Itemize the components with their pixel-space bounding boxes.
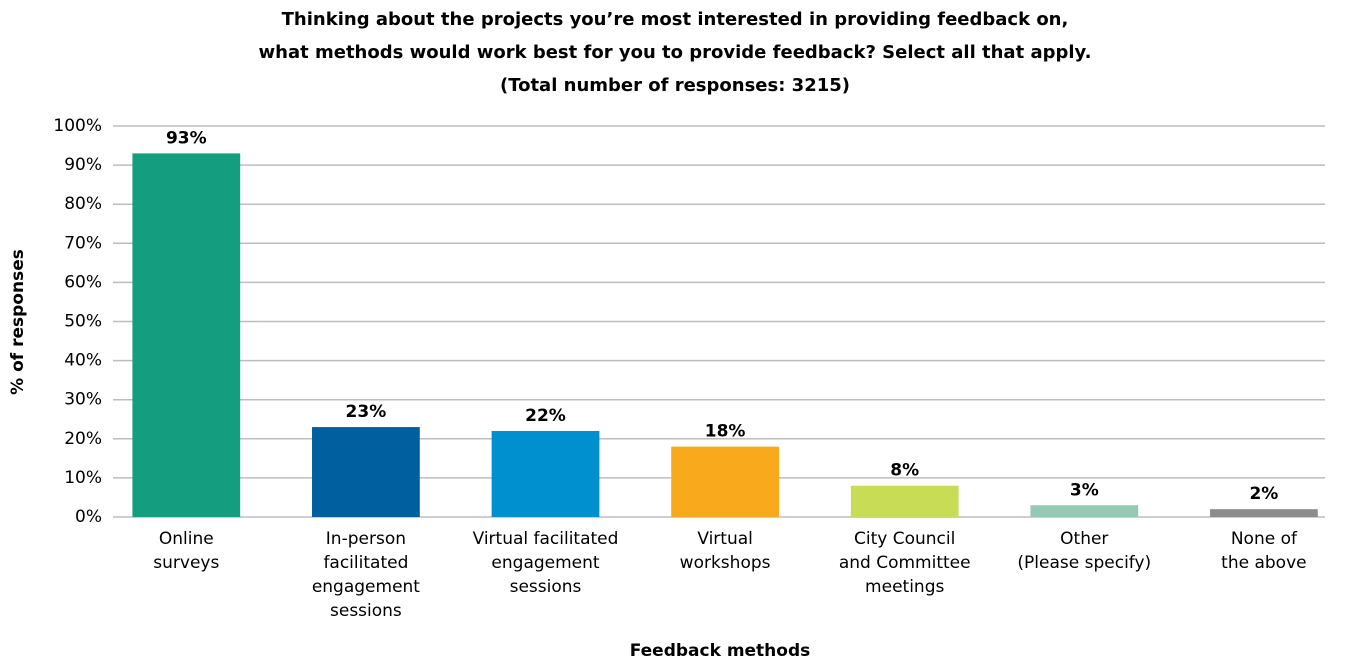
x-tick-label: engagement [312, 577, 420, 597]
x-tick-label: Other [1060, 529, 1108, 549]
y-tick-label: 20% [64, 429, 102, 449]
x-tick-label: Online [159, 529, 214, 549]
bar [491, 430, 600, 517]
x-tick-label: sessions [510, 577, 582, 597]
y-tick-label: 30% [64, 390, 102, 410]
bar [1210, 509, 1318, 517]
bar [850, 485, 959, 517]
bar [312, 427, 420, 517]
y-tick-label: 90% [64, 155, 102, 175]
chart-title: Thinking about the projects you’re most … [282, 9, 1069, 30]
value-label: 3% [1070, 480, 1099, 500]
x-tick-label: City Council [854, 529, 955, 549]
x-tick-label: and Committee [839, 553, 971, 573]
x-tick-label: the above [1221, 553, 1306, 573]
chart-title: (Total number of responses: 3215) [500, 75, 850, 96]
x-tick-label: workshops [680, 553, 771, 573]
y-tick-label: 60% [64, 272, 102, 292]
chart-title: what methods would work best for you to … [259, 42, 1092, 63]
y-axis-label: % of responses [8, 249, 28, 395]
y-tick-label: 80% [64, 194, 102, 214]
y-tick-label: 70% [64, 233, 102, 253]
x-tick-label: In-person [326, 529, 406, 549]
y-tick-label: 10% [64, 468, 102, 488]
x-tick-label: (Please specify) [1017, 553, 1151, 573]
x-tick-label: facilitated [323, 553, 408, 573]
bar [671, 446, 779, 517]
x-tick-label: None of [1231, 529, 1298, 549]
value-label: 22% [525, 406, 566, 426]
x-tick-label: Virtual [697, 529, 753, 549]
value-label: 8% [890, 461, 919, 481]
x-tick-label: meetings [865, 577, 944, 597]
x-tick-label: Virtual facilitated [473, 529, 619, 549]
value-label: 93% [166, 128, 207, 148]
x-tick-label: surveys [153, 553, 219, 573]
y-tick-label: 40% [64, 351, 102, 371]
bar [1030, 505, 1139, 517]
value-label: 23% [346, 402, 387, 422]
x-axis-label: Feedback methods [630, 641, 811, 661]
x-tick-label: sessions [330, 601, 402, 621]
y-tick-label: 100% [53, 116, 102, 136]
x-tick-label: engagement [491, 553, 599, 573]
value-label: 2% [1249, 484, 1278, 504]
value-label: 18% [705, 422, 746, 442]
y-tick-label: 0% [75, 507, 102, 527]
bar [132, 153, 241, 517]
y-tick-label: 50% [64, 312, 102, 332]
